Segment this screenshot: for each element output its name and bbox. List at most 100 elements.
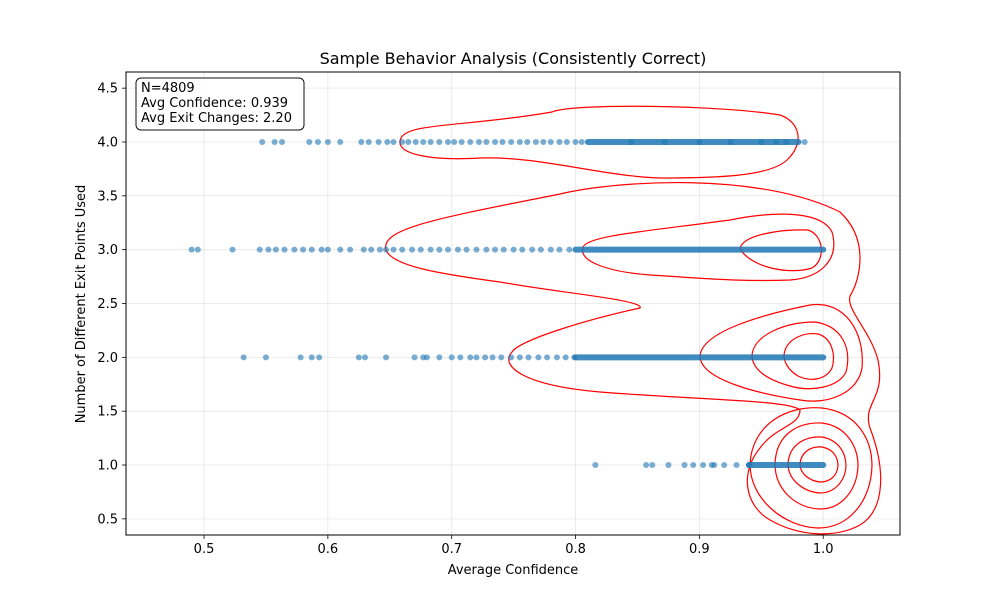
scatter-point <box>375 138 382 145</box>
scatter-point <box>467 138 474 145</box>
scatter-point <box>412 138 419 145</box>
scatter-point <box>547 246 554 253</box>
contour-line <box>581 213 835 282</box>
scatter-point <box>358 138 365 145</box>
scatter-point <box>665 462 672 469</box>
scatter-point <box>360 246 367 253</box>
scatter-point <box>566 246 573 253</box>
scatter-point <box>300 246 307 253</box>
scatter-point <box>436 246 443 253</box>
scatter-point <box>519 246 526 253</box>
scatter-point <box>417 246 424 253</box>
scatter-point <box>448 354 455 361</box>
y-tick-label: 0.5 <box>97 512 118 527</box>
scatter-point <box>365 138 372 145</box>
x-tick-label: 0.6 <box>318 542 339 557</box>
scatter-point <box>390 246 397 253</box>
stats-avg-confidence: Avg Confidence: 0.939 <box>141 96 288 111</box>
scatter-point <box>314 138 321 145</box>
chart-title: Sample Behavior Analysis (Consistently C… <box>320 49 707 68</box>
stats-n: N=4809 <box>141 81 195 96</box>
scatter-point <box>316 354 323 361</box>
dense-point-band <box>572 354 827 361</box>
scatter-point <box>758 138 765 145</box>
scatter-point <box>540 138 547 145</box>
scatter-point <box>324 138 331 145</box>
scatter-point <box>681 462 688 469</box>
scatter-point <box>355 354 362 361</box>
dense-point-band <box>572 246 827 253</box>
scatter-point <box>643 462 650 469</box>
scatter-point <box>399 246 406 253</box>
scatter-point <box>556 246 563 253</box>
scatter-point <box>458 138 465 145</box>
scatter-point <box>259 138 266 145</box>
contour-line <box>783 333 835 380</box>
scatter-point <box>337 138 344 145</box>
scatter-point <box>451 138 458 145</box>
scatter-point <box>240 354 247 361</box>
scatter-point <box>516 138 523 145</box>
scatter-point <box>483 246 490 253</box>
scatter-point <box>563 138 570 145</box>
scatter-point <box>562 354 569 361</box>
scatter-points <box>188 138 827 469</box>
scatter-point <box>696 138 703 145</box>
scatter-point <box>537 246 544 253</box>
scatter-point <box>444 246 451 253</box>
contour-line <box>385 181 882 535</box>
scatter-point <box>508 138 515 145</box>
scatter-point <box>272 246 279 253</box>
scatter-point <box>483 138 490 145</box>
scatter-point <box>188 246 195 253</box>
scatter-point <box>368 246 375 253</box>
scatter-point <box>572 138 579 145</box>
axis-ticks: 0.5 0.6 0.7 0.8 0.9 1.0 0.5 1.0 1.5 2.0 2.5 3.0 3.5 4… <box>97 82 833 557</box>
stats-box: N=4809 Avg Confidence: 0.939 Avg Exit Ch… <box>135 77 305 131</box>
scatter-point <box>265 246 272 253</box>
scatter-point <box>291 246 298 253</box>
x-tick-label: 1.0 <box>813 542 834 557</box>
scatter-point <box>229 246 236 253</box>
scatter-point <box>498 354 505 361</box>
scatter-point <box>473 246 480 253</box>
scatter-point <box>733 462 740 469</box>
scatter-point <box>661 138 668 145</box>
contour-line <box>699 303 863 402</box>
x-tick-label: 0.5 <box>194 542 215 557</box>
contour-line <box>799 446 839 483</box>
scatter-point <box>436 138 443 145</box>
scatter-point <box>524 138 531 145</box>
x-tick-label: 0.9 <box>689 542 710 557</box>
scatter-point <box>279 138 286 145</box>
scatter-point <box>420 138 427 145</box>
scatter-point <box>399 138 406 145</box>
scatter-point <box>492 138 499 145</box>
scatter-point <box>773 138 780 145</box>
scatter-point <box>556 138 563 145</box>
scatter-point <box>384 138 391 145</box>
scatter-point <box>516 354 523 361</box>
y-tick-label: 3.0 <box>97 243 118 258</box>
scatter-point <box>783 138 790 145</box>
scatter-point <box>308 246 315 253</box>
scatter-point <box>262 354 269 361</box>
scatter-point <box>649 462 656 469</box>
scatter-point <box>281 246 288 253</box>
scatter-point <box>499 138 506 145</box>
y-axis-label: Number of Different Exit Points Used <box>74 185 89 424</box>
scatter-point <box>427 138 434 145</box>
y-tick-label: 4.0 <box>97 135 118 150</box>
dense-point-band <box>745 462 827 469</box>
scatter-point <box>423 354 430 361</box>
scatter-point <box>337 246 344 253</box>
scatter-point <box>411 354 418 361</box>
scatter-point <box>463 246 470 253</box>
scatter-point <box>700 462 707 469</box>
x-axis-label: Average Confidence <box>448 563 579 578</box>
scatter-point <box>436 354 443 361</box>
scatter-point <box>271 138 278 145</box>
scatter-point <box>444 138 451 145</box>
scatter-point <box>324 246 331 253</box>
